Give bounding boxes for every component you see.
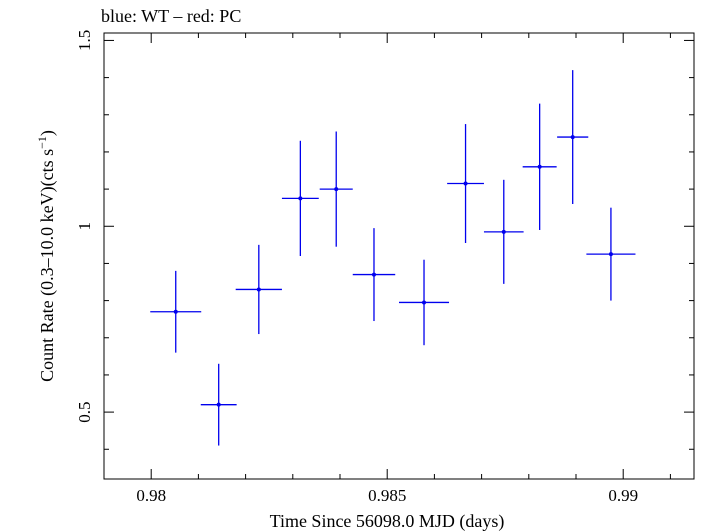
data-series (150, 70, 636, 446)
x-tick-label: 0.99 (608, 486, 638, 505)
data-point (422, 300, 427, 305)
y-tick-label: 0.5 (75, 401, 94, 422)
data-point (298, 196, 303, 201)
y-tick-label: 1.5 (75, 30, 94, 51)
y-axis-label: Count Rate (0.3–10.0 keV)(cts s−1) (35, 130, 58, 382)
y-axis-label-close: ) (37, 130, 58, 136)
x-tick-label: 0.98 (136, 486, 166, 505)
x-tick-label: 0.985 (368, 486, 406, 505)
plot-frame (103, 32, 695, 480)
data-point (216, 402, 221, 407)
data-point (371, 272, 376, 277)
data-point (463, 181, 468, 186)
data-point (256, 287, 261, 292)
data-point (537, 164, 542, 169)
y-axis: 0.5 1 1.5 (75, 30, 694, 450)
data-point (334, 187, 339, 192)
y-axis-label-exponent: −1 (35, 136, 49, 149)
data-point (501, 229, 506, 234)
x-axis: 0.98 0.985 0.99 (103, 33, 671, 505)
chart-title: blue: WT – red: PC (101, 6, 241, 26)
data-point (570, 135, 575, 140)
y-tick-label: 1 (75, 222, 94, 231)
y-axis-label-main: Count Rate (0.3–10.0 keV)(cts s (37, 149, 58, 382)
data-point (173, 309, 178, 314)
data-point (608, 252, 613, 257)
x-axis-label: Time Since 56098.0 MJD (days) (270, 511, 505, 532)
